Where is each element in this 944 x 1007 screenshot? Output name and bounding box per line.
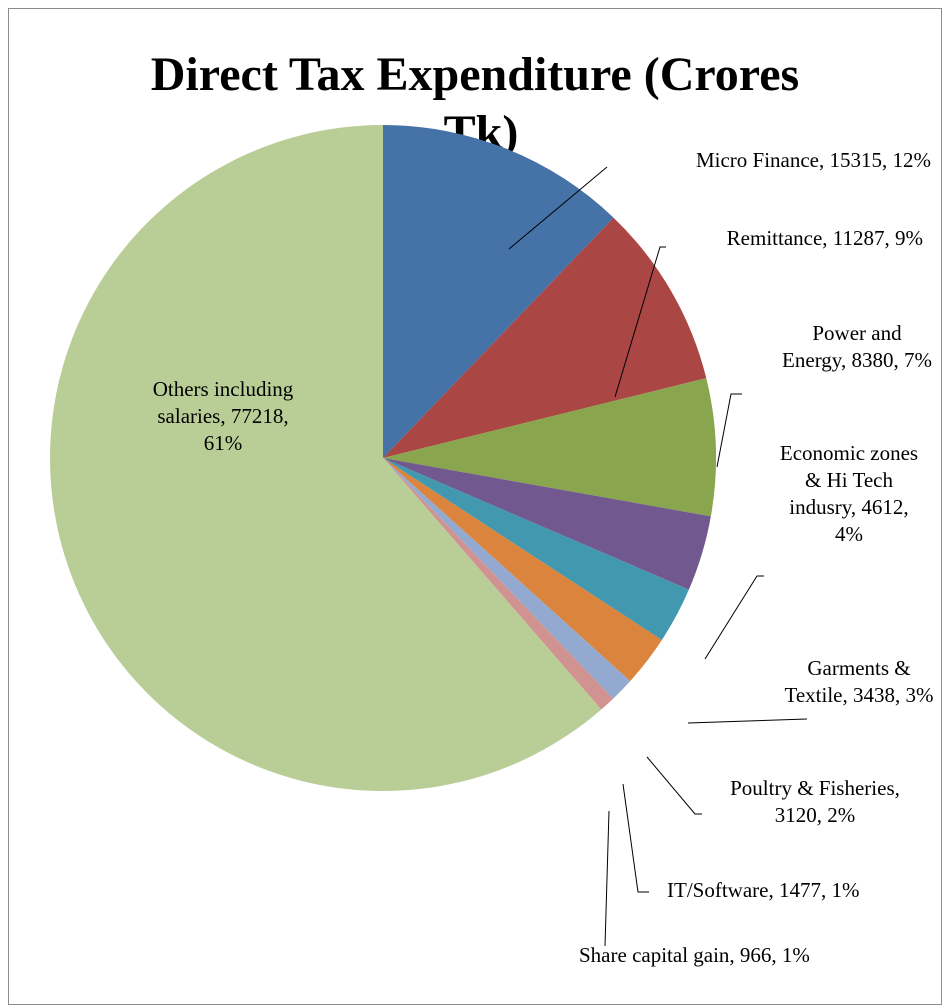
- slice-label-5: Garments & Textile, 3438, 3%: [785, 656, 934, 707]
- leader-line-1: [508, 166, 608, 250]
- leader-line-8: [604, 810, 610, 947]
- slice-label-2-line-1: Remittance, 11287, 9%: [727, 226, 923, 250]
- slice-label-4: Economic zones & Hi Tech indusry, 4612, 4%: [780, 441, 918, 546]
- pie-chart: Direct Tax Expenditure (Crores Tk) Micro…: [50, 48, 934, 967]
- slice-label-9-line-2: salaries, 77218,: [157, 404, 288, 428]
- slice-label-9-line-1: Others including: [153, 377, 294, 401]
- slice-label-3-line-2: Energy, 8380, 7%: [782, 348, 932, 372]
- slice-label-4-line-4: 4%: [835, 522, 863, 546]
- slice-label-5-line-1: Garments &: [807, 656, 910, 680]
- chart-frame: Direct Tax Expenditure (Crores Tk) Micro…: [8, 8, 942, 1005]
- slice-label-8-line-1: Share capital gain, 966, 1%: [579, 943, 810, 967]
- pie-slice-5: [383, 458, 689, 640]
- slice-label-1-line-1: Micro Finance, 15315, 12%: [696, 148, 931, 172]
- slice-label-6-line-1: Poultry & Fisheries,: [730, 776, 900, 800]
- chart-title: Direct Tax Expenditure (Crores Tk): [151, 48, 811, 159]
- pie-slice-1: [383, 125, 614, 458]
- slice-label-9-line-3: 61%: [204, 431, 243, 455]
- slice-label-4-line-3: indusry, 4612,: [789, 495, 908, 519]
- leader-line-4: [704, 575, 764, 660]
- leader-line-5: [687, 718, 808, 724]
- slice-label-4-line-1: Economic zones: [780, 441, 918, 465]
- slice-label-1: Micro Finance, 15315, 12%: [696, 148, 931, 172]
- pie-slices: [50, 125, 716, 792]
- leader-line-7: [622, 783, 649, 893]
- slice-label-7-line-1: IT/Software, 1477, 1%: [667, 878, 859, 902]
- slice-label-5-line-2: Textile, 3438, 3%: [785, 683, 934, 707]
- leader-lines: [508, 166, 808, 947]
- pie-slice-3: [383, 378, 716, 517]
- leader-line-3: [716, 393, 742, 468]
- leader-line-2: [614, 246, 666, 398]
- slice-label-4-line-2: & Hi Tech: [805, 468, 893, 492]
- slice-label-7: IT/Software, 1477, 1%: [667, 878, 859, 902]
- pie-slice-4: [383, 458, 711, 590]
- chart-title-line-1: Direct Tax Expenditure (Crores: [151, 48, 799, 101]
- pie-slice-9: [50, 125, 602, 792]
- slice-label-3: Power and Energy, 8380, 7%: [782, 321, 932, 372]
- slice-label-2: Remittance, 11287, 9%: [727, 226, 923, 250]
- pie-slice-8: [383, 458, 614, 710]
- pie-slice-7: [383, 458, 631, 699]
- pie-slice-2: [383, 217, 707, 458]
- slice-label-8: Share capital gain, 966, 1%: [579, 943, 810, 967]
- pie-slice-6: [383, 458, 662, 682]
- slice-label-6: Poultry & Fisheries, 3120, 2%: [730, 776, 900, 827]
- slice-labels: Micro Finance, 15315, 12% Remittance, 112…: [153, 148, 934, 967]
- slice-label-9: Others including salaries, 77218, 61%: [153, 377, 294, 455]
- leader-line-6: [646, 756, 702, 815]
- slice-label-6-line-2: 3120, 2%: [775, 803, 856, 827]
- slice-label-3-line-1: Power and: [812, 321, 902, 345]
